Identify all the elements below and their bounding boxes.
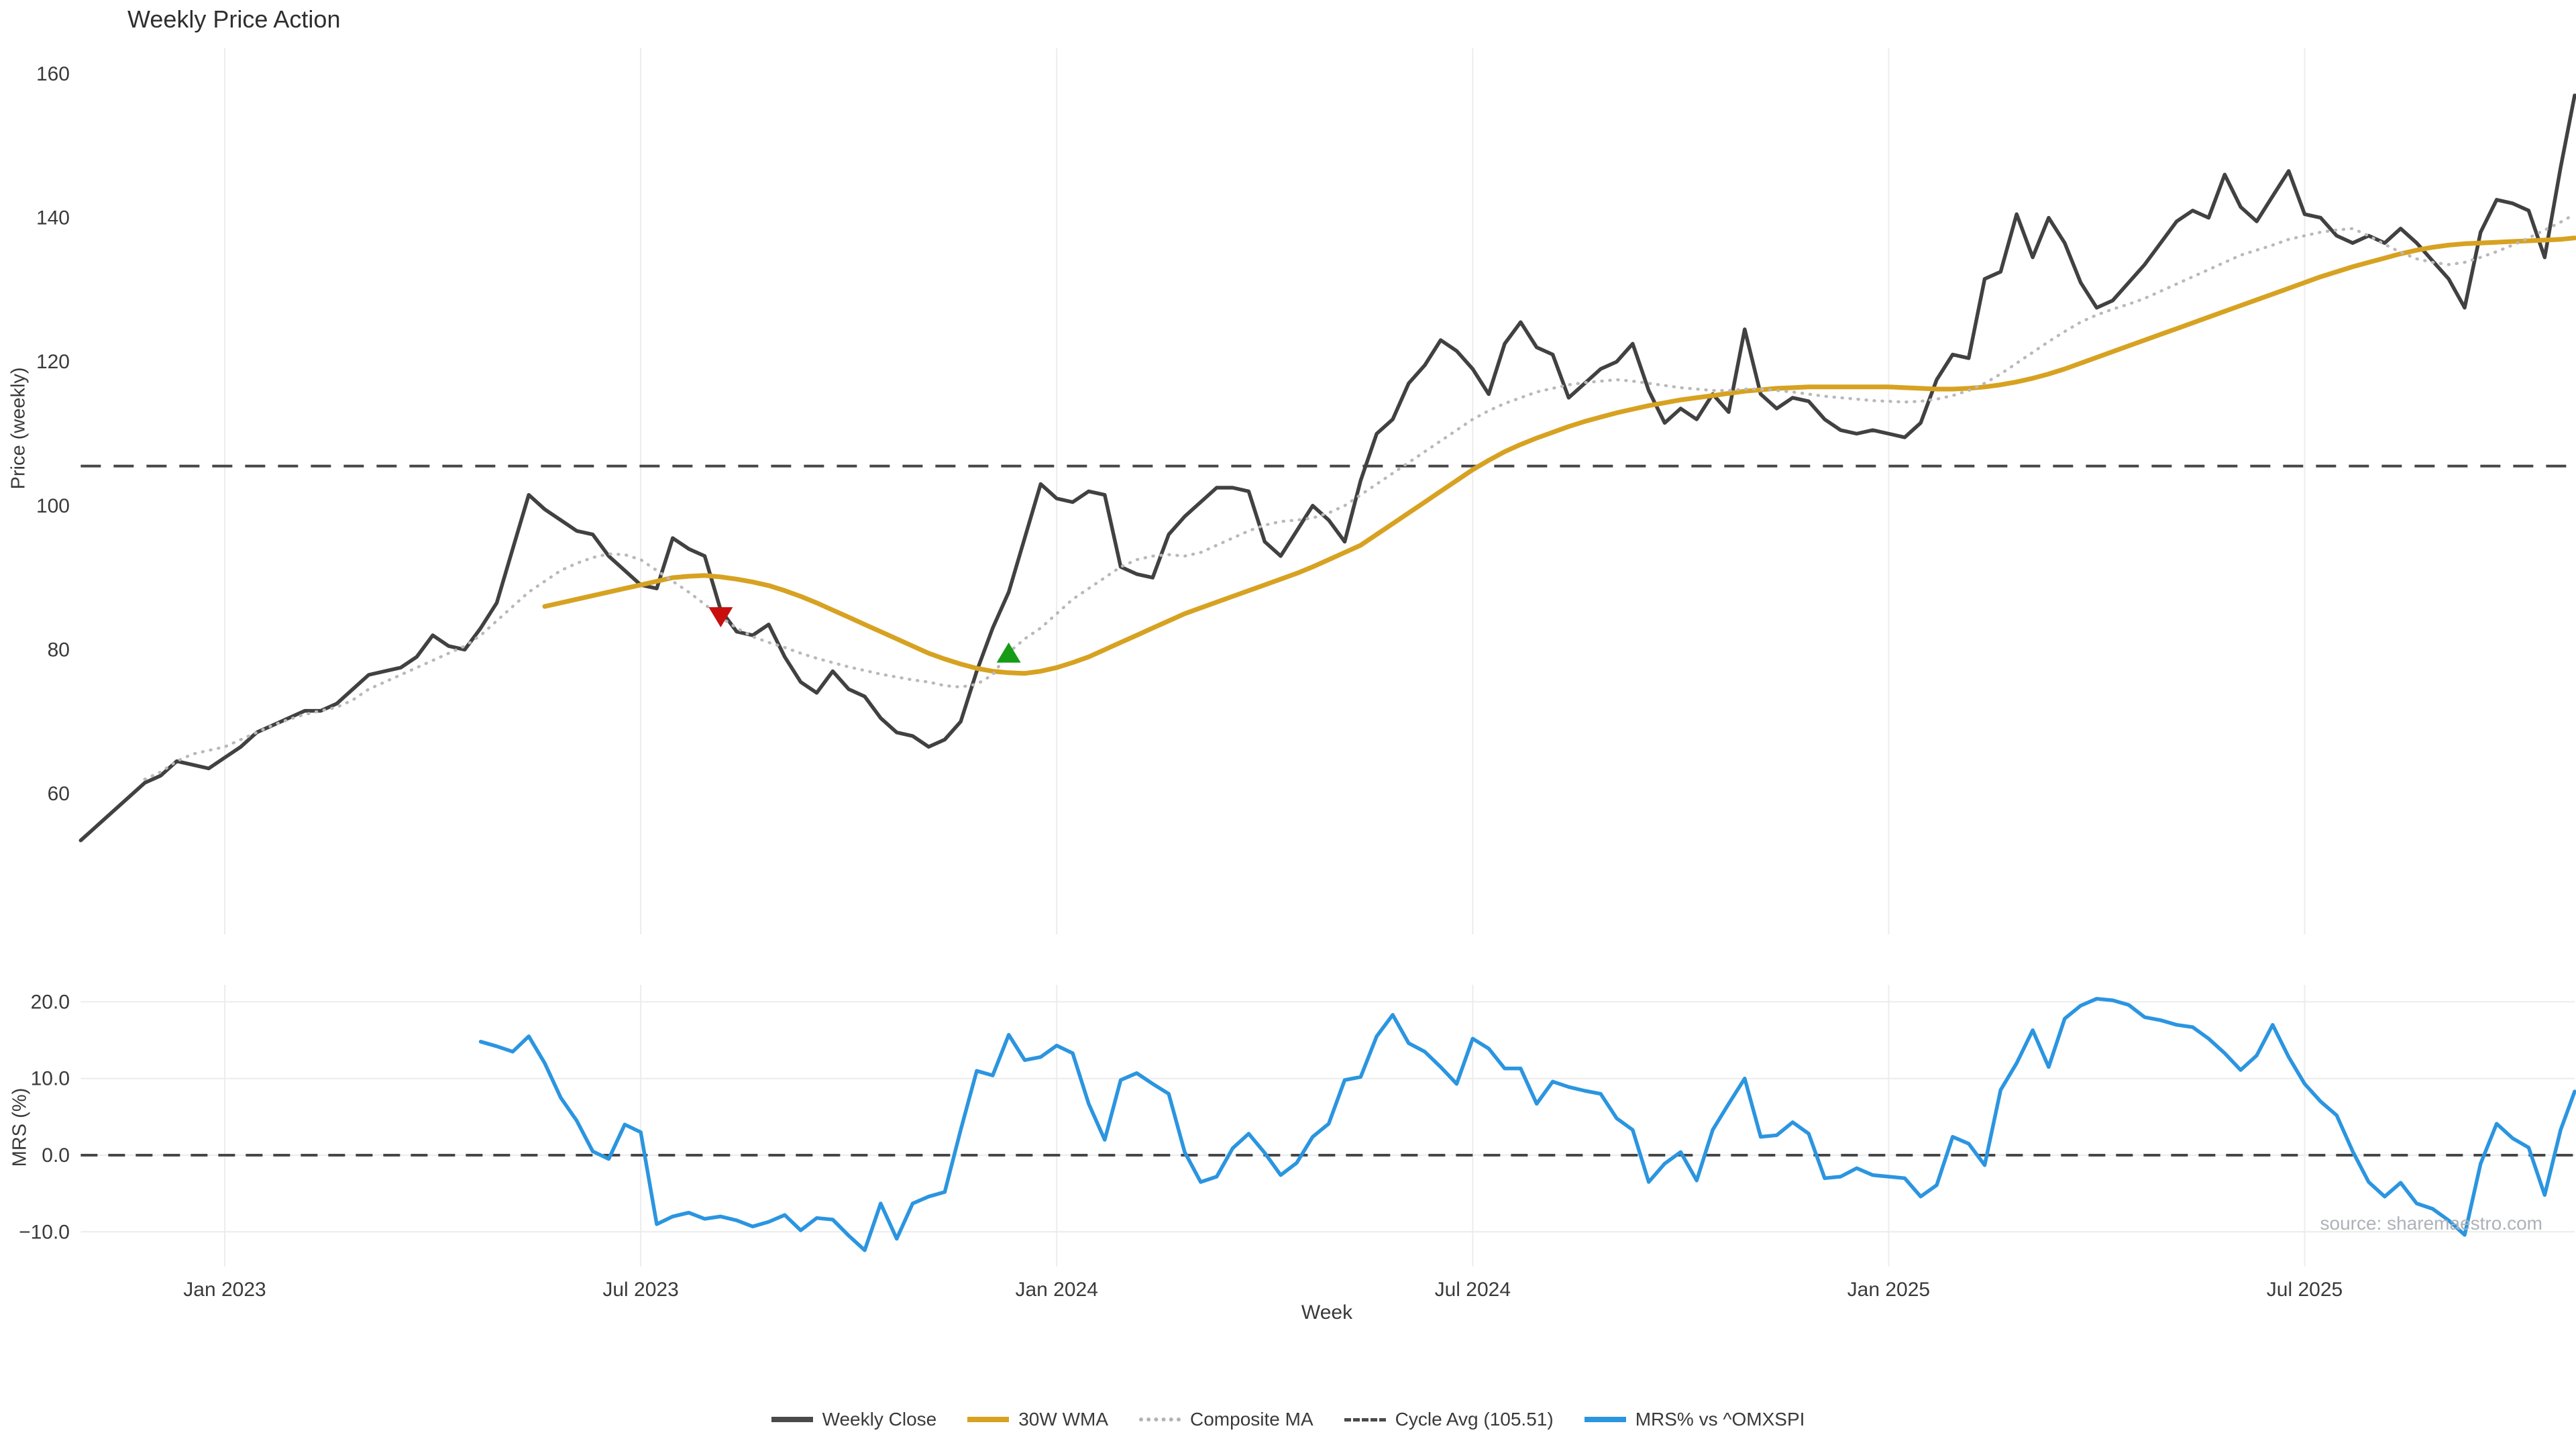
x-tick-label: Jan 2024: [1015, 1279, 1097, 1301]
x-tick-label: Jul 2023: [602, 1279, 678, 1301]
legend-item-mrs-vs-omxspi[interactable]: MRS% vs ^OMXSPI: [1584, 1409, 1805, 1430]
legend-label: Composite MA: [1190, 1409, 1313, 1430]
y-tick-label: 20.0: [31, 991, 70, 1013]
source-note: source: sharemaestro.com: [2320, 1213, 2542, 1234]
legend-label: 30W WMA: [1018, 1409, 1108, 1430]
legend-item-cycle-avg-105-51-[interactable]: Cycle Avg (105.51): [1344, 1409, 1554, 1430]
y-tick-label: 80: [48, 639, 70, 661]
legend-item-composite-ma[interactable]: Composite MA: [1139, 1409, 1313, 1430]
price-axis-title: Price (weekly): [7, 367, 30, 490]
x-tick-label: Jan 2023: [183, 1279, 266, 1301]
y-tick-label: 100: [36, 495, 70, 517]
legend-swatch: [771, 1417, 813, 1422]
series-30w-wma: [542, 235, 2576, 676]
x-axis-title: Week: [1301, 1301, 1353, 1324]
legend-swatch: [1139, 1417, 1181, 1421]
y-tick-label: 60: [48, 783, 70, 805]
chart-title: Weekly Price Action: [127, 5, 341, 33]
legend: Weekly Close 30W WMA Composite MA Cycle Avg…: [0, 1409, 2576, 1430]
series-weekly-close: [78, 93, 2576, 843]
x-tick-label: Jul 2025: [2267, 1279, 2343, 1301]
y-tick-label: 0.0: [42, 1144, 70, 1167]
mrs-axis-title: MRS (%): [9, 1087, 31, 1167]
legend-swatch: [967, 1417, 1010, 1422]
legend-swatch: [1344, 1417, 1386, 1421]
y-tick-label: 160: [36, 63, 70, 85]
legend-label: Cycle Avg (105.51): [1395, 1409, 1554, 1430]
legend-label: MRS% vs ^OMXSPI: [1635, 1409, 1805, 1430]
series-mrs-vs-omxspi: [478, 997, 2576, 1252]
legend-swatch: [1584, 1417, 1626, 1422]
legend-label: Weekly Close: [822, 1409, 937, 1430]
x-tick-label: Jan 2025: [1847, 1279, 1930, 1301]
buy-signal-marker: [996, 642, 1021, 663]
x-tick-label: Jul 2024: [1435, 1279, 1511, 1301]
series-composite-ma: [143, 213, 2576, 781]
sell-signal-marker: [708, 607, 733, 628]
legend-item-30w-wma[interactable]: 30W WMA: [967, 1409, 1108, 1430]
legend-item-weekly-close[interactable]: Weekly Close: [771, 1409, 937, 1430]
y-tick-label: 140: [36, 207, 70, 229]
y-tick-label: −10.0: [19, 1221, 70, 1243]
y-tick-label: 10.0: [31, 1068, 70, 1090]
y-tick-label: 120: [36, 351, 70, 373]
